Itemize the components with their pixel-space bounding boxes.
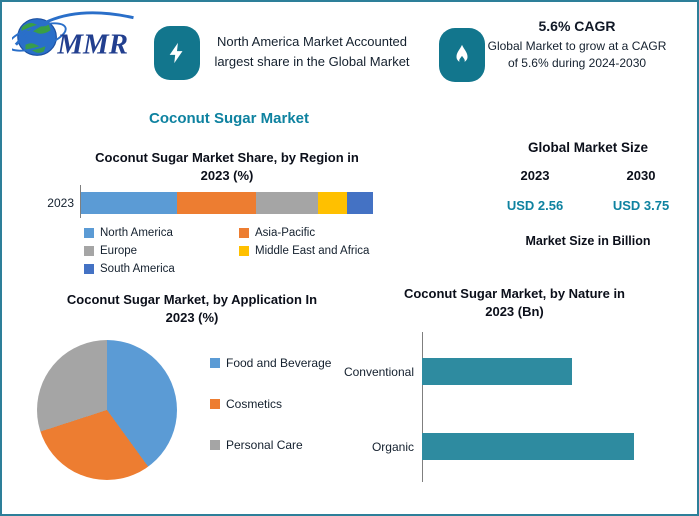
cagr-title: 5.6% CAGR — [538, 18, 616, 34]
legend-item-middle-east-and-africa: Middle East and Africa — [239, 242, 394, 260]
flame-icon — [439, 28, 485, 82]
legend-item-europe: Europe — [84, 242, 239, 260]
application-chart-title: Coconut Sugar Market, by Application In … — [66, 292, 318, 325]
region-callout-text: North America Market Accounted largest s… — [214, 34, 410, 69]
market-size-values-row: USD 2.56 USD 3.75 — [482, 198, 694, 213]
application-legend: Food and Beverage Cosmetics Personal Care — [210, 356, 331, 479]
legend-swatch-north-america — [84, 228, 94, 238]
nature-rows: Conventional Organic — [332, 334, 690, 484]
legend-swatch-south-america — [84, 264, 94, 274]
legend-label: Food and Beverage — [226, 356, 332, 370]
legend-swatch-personal-care — [210, 440, 220, 450]
bar-organic — [422, 433, 634, 460]
region-y-axis — [80, 185, 81, 218]
market-size-note: Market Size in Billion — [525, 234, 651, 248]
application-pie — [37, 340, 177, 480]
region-chart-title: Coconut Sugar Market Share, by Region in… — [95, 150, 359, 183]
lightning-icon — [154, 26, 200, 80]
mmr-logo: MMR — [7, 10, 147, 69]
category-label-conventional: Conventional — [343, 364, 414, 379]
lightning-glyph — [169, 42, 183, 64]
market-size-year-2023: 2023 — [520, 168, 550, 183]
market-size-value-2023: USD 2.56 — [506, 198, 564, 213]
legend-swatch-middle-east-and-africa — [239, 246, 249, 256]
bar-conventional — [422, 358, 572, 385]
market-size-value-2030: USD 3.75 — [612, 198, 670, 213]
legend-item-food-and-beverage: Food and Beverage — [210, 356, 331, 370]
page-title: Coconut Sugar Market — [148, 110, 310, 127]
legend-swatch-food-and-beverage — [210, 358, 220, 368]
legend-swatch-asia-pacific — [239, 228, 249, 238]
legend-item-asia-pacific: Asia-Pacific — [239, 224, 394, 242]
region-category-label: 2023 — [47, 196, 74, 210]
bar-segment-middle-east-and-africa — [317, 192, 347, 214]
legend-swatch-cosmetics — [210, 399, 220, 409]
legend-label: South America — [100, 263, 175, 275]
bar-track-conventional — [422, 358, 690, 385]
region-stacked-bar — [81, 192, 373, 214]
nature-bar-row-conventional: Conventional — [332, 334, 690, 409]
bar-segment-europe — [256, 192, 318, 214]
legend-label: Personal Care — [226, 438, 303, 452]
legend-item-north-america: North America — [84, 224, 239, 242]
cagr-text: Global Market to grow at a CAGR of 5.6% … — [487, 39, 667, 71]
logo-text: MMR — [56, 28, 128, 60]
legend-item-cosmetics: Cosmetics — [210, 397, 331, 411]
market-size-years-row: 2023 2030 — [482, 168, 694, 183]
legend-label: Middle East and Africa — [255, 245, 370, 257]
mmr-logo-graphic: MMR — [7, 11, 134, 60]
bar-track-organic — [422, 433, 690, 460]
legend-label: Cosmetics — [226, 397, 283, 411]
legend-label: Europe — [100, 245, 138, 257]
bar-segment-asia-pacific — [177, 192, 257, 214]
category-label-organic: Organic — [371, 439, 414, 454]
nature-chart-title: Coconut Sugar Market, by Nature in 2023 … — [403, 286, 626, 319]
nature-y-axis — [422, 332, 423, 482]
legend-label: North America — [100, 227, 173, 239]
nature-bar-row-organic: Organic — [332, 409, 690, 484]
region-legend: North America Asia-Pacific Europe Middle Ea… — [84, 224, 394, 278]
flame-glyph — [456, 44, 468, 64]
market-size-heading: Global Market Size — [527, 140, 649, 155]
bar-segment-north-america — [81, 192, 178, 214]
legend-item-personal-care: Personal Care — [210, 438, 331, 452]
legend-label: Asia-Pacific — [255, 227, 316, 239]
market-size-year-2030: 2030 — [626, 168, 656, 183]
legend-swatch-europe — [84, 246, 94, 256]
bar-segment-south-america — [346, 192, 373, 214]
legend-item-south-america: South America — [84, 260, 239, 278]
cagr-callout: 5.6% CAGR Global Market to grow at a CAG… — [487, 18, 667, 73]
